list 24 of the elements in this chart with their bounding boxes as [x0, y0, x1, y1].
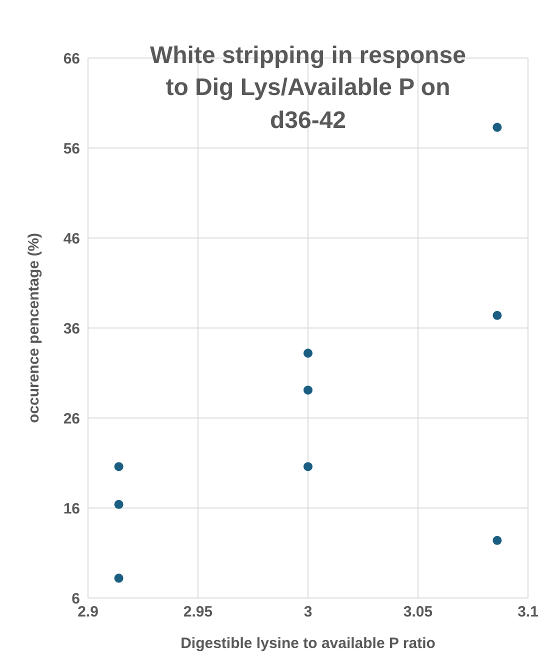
point [303, 462, 313, 472]
x-tick-label: 2.9 [78, 604, 98, 621]
text: White stripping in response to Dig Lys/Available P on d36-42 [148, 41, 468, 136]
point [114, 574, 124, 583]
point [492, 310, 502, 320]
x-tick-label: 3.1 [518, 604, 538, 621]
y-tick-label: 26 [63, 410, 80, 428]
y-tick-label: 56 [63, 140, 80, 158]
point [492, 122, 502, 132]
y-tick-label: 46 [63, 230, 80, 248]
x-axis-title: Digestible lysine to available P ratio [180, 635, 436, 652]
point [114, 500, 124, 509]
point [114, 462, 124, 472]
x-tick-label: 3.05 [403, 604, 433, 621]
point [492, 536, 502, 545]
y-tick-label: 66 [63, 50, 80, 68]
y-tick-label: 16 [63, 500, 80, 518]
y-axis-title: occurence pencentage (%) [25, 232, 42, 424]
x-tick-label: 2.95 [183, 604, 213, 621]
point [303, 348, 313, 358]
point [303, 386, 313, 395]
y-tick-label: 36 [63, 320, 80, 338]
x-tick-label: 3 [304, 604, 312, 621]
y-tick-label: 6 [72, 590, 80, 608]
